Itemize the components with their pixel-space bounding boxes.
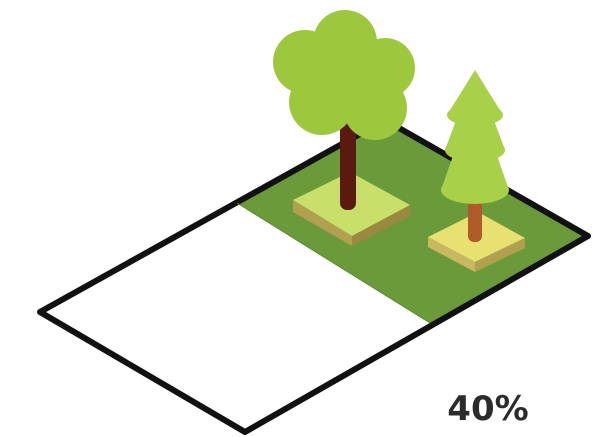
pine-base-side <box>428 237 475 272</box>
percent-label: 40% <box>447 389 528 429</box>
pine-base-side <box>475 238 525 272</box>
tree-base-side <box>293 200 352 246</box>
tree-crown <box>273 10 415 140</box>
tree-base-side <box>352 205 410 246</box>
plot-outline <box>37 117 591 435</box>
pine-crown <box>441 70 509 204</box>
divider <box>236 202 431 324</box>
green-area <box>237 120 588 323</box>
tree-trunk <box>340 120 356 210</box>
